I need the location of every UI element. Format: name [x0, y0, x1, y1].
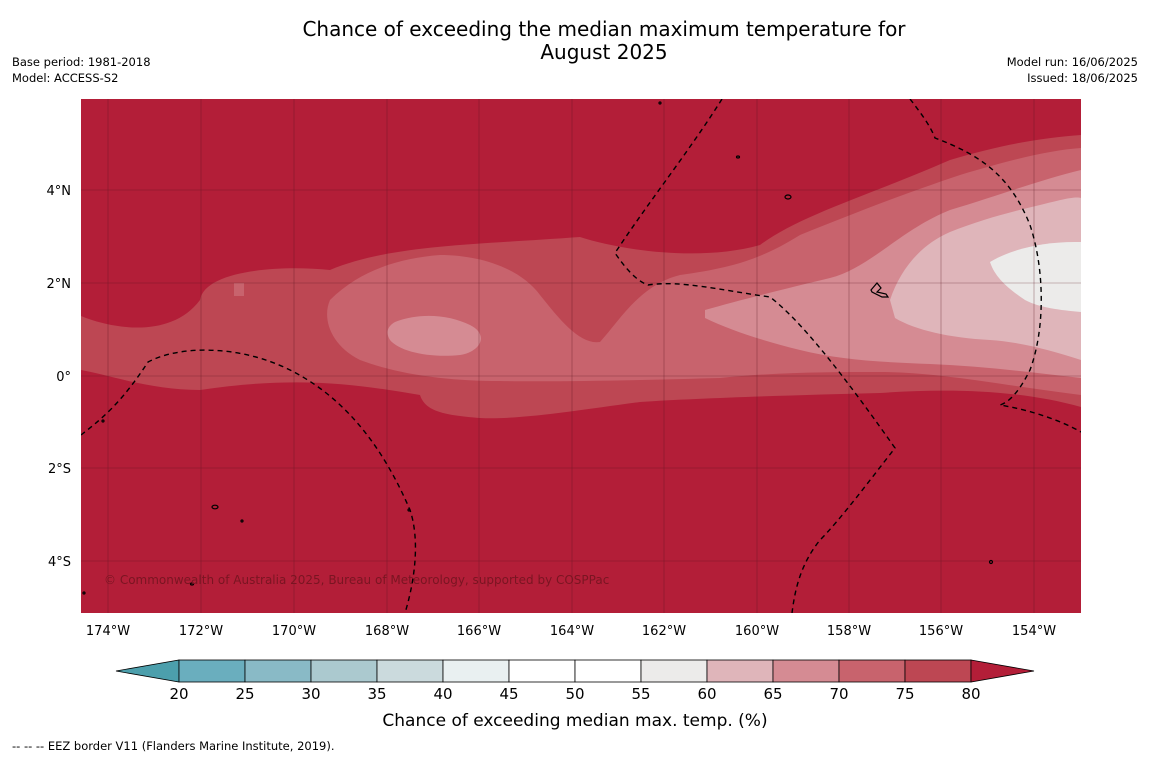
field-60-65 — [387, 170, 1081, 378]
colorbar-tick: 45 — [499, 685, 518, 703]
colorbar-tick: 40 — [433, 685, 452, 703]
copyright-credit: © Commonwealth of Australia 2025, Bureau… — [104, 573, 609, 587]
colorbar-cell — [244, 659, 312, 683]
colorbar-tick: 30 — [301, 685, 320, 703]
colorbar-cell — [904, 659, 972, 683]
lat-label: 2°S — [48, 462, 71, 477]
title-line-1: Chance of exceeding the median maximum t… — [302, 17, 906, 41]
colorbar-cell — [574, 659, 642, 683]
latitude-labels: 4°N 2°N 0° 2°S 4°S — [47, 184, 72, 570]
field-50-55 — [990, 242, 1081, 312]
map-title: Chance of exceeding the median maximum t… — [0, 18, 1150, 64]
colorbar-extend-low — [115, 659, 180, 683]
probability-field: © Commonwealth of Australia 2025, Bureau… — [81, 99, 1081, 613]
colorbar-cell — [772, 659, 840, 683]
colorbar-tick: 65 — [763, 685, 782, 703]
base-period-info: Base period: 1981-2018 Model: ACCESS-S2 — [12, 54, 151, 86]
colorbar-tick: 20 — [169, 685, 188, 703]
lon-label: 158°W — [827, 624, 871, 639]
colorbar-tick: 50 — [565, 685, 584, 703]
eez-footnote: -- -- -- EEZ border V11 (Flanders Marine… — [12, 739, 335, 753]
lat-label: 4°S — [48, 555, 71, 570]
issued-date: Issued: 18/06/2025 — [1027, 71, 1138, 85]
colorbar-tick-labels: 20 25 30 35 40 45 50 55 60 65 70 75 80 — [169, 685, 980, 703]
lon-label: 166°W — [457, 624, 501, 639]
model-run-date: Model run: 16/06/2025 — [1006, 55, 1138, 69]
colorbar-tick: 25 — [235, 685, 254, 703]
colorbar-cell — [838, 659, 906, 683]
colorbar-cell — [508, 659, 576, 683]
colorbar-cell — [640, 659, 708, 683]
lon-label: 164°W — [550, 624, 594, 639]
lon-label: 174°W — [86, 624, 130, 639]
field-patch — [234, 283, 244, 296]
colorbar-tick: 75 — [895, 685, 914, 703]
lon-label: 156°W — [919, 624, 963, 639]
model-run-info: Model run: 16/06/2025 Issued: 18/06/2025 — [1007, 54, 1138, 86]
colorbar-cell — [442, 659, 510, 683]
eez-borders — [81, 99, 1081, 613]
colorbar-tick: 80 — [961, 685, 980, 703]
colorbar-extend-high — [970, 659, 1035, 683]
colorbar-cells — [115, 659, 1035, 683]
lat-label: 0° — [56, 370, 71, 385]
lat-label: 4°N — [47, 184, 72, 199]
colorbar-cell — [310, 659, 378, 683]
colorbar-tick: 60 — [697, 685, 716, 703]
colorbar-cell — [376, 659, 444, 683]
colorbar-cell — [706, 659, 774, 683]
longitude-labels: 174°W 172°W 170°W 168°W 166°W 164°W 162°… — [86, 624, 1056, 639]
lon-label: 172°W — [179, 624, 223, 639]
islands — [82, 101, 994, 595]
model-name: Model: ACCESS-S2 — [12, 71, 119, 85]
lon-label: 160°W — [735, 624, 779, 639]
graticule — [81, 99, 1081, 613]
colorbar-tick: 35 — [367, 685, 386, 703]
lon-label: 154°W — [1012, 624, 1056, 639]
colorbar-cell — [178, 659, 246, 683]
lon-label: 170°W — [272, 624, 316, 639]
colorbar-tick: 55 — [631, 685, 650, 703]
lat-label: 2°N — [47, 277, 72, 292]
colorbar: 20 25 30 35 40 45 50 55 60 65 70 75 80 C… — [115, 659, 1035, 731]
lon-label: 162°W — [642, 624, 686, 639]
base-period: Base period: 1981-2018 — [12, 55, 151, 69]
lon-label: 168°W — [365, 624, 409, 639]
colorbar-tick: 70 — [829, 685, 848, 703]
colorbar-title: Chance of exceeding median max. temp. (%… — [382, 711, 767, 731]
title-line-2: August 2025 — [540, 40, 668, 64]
